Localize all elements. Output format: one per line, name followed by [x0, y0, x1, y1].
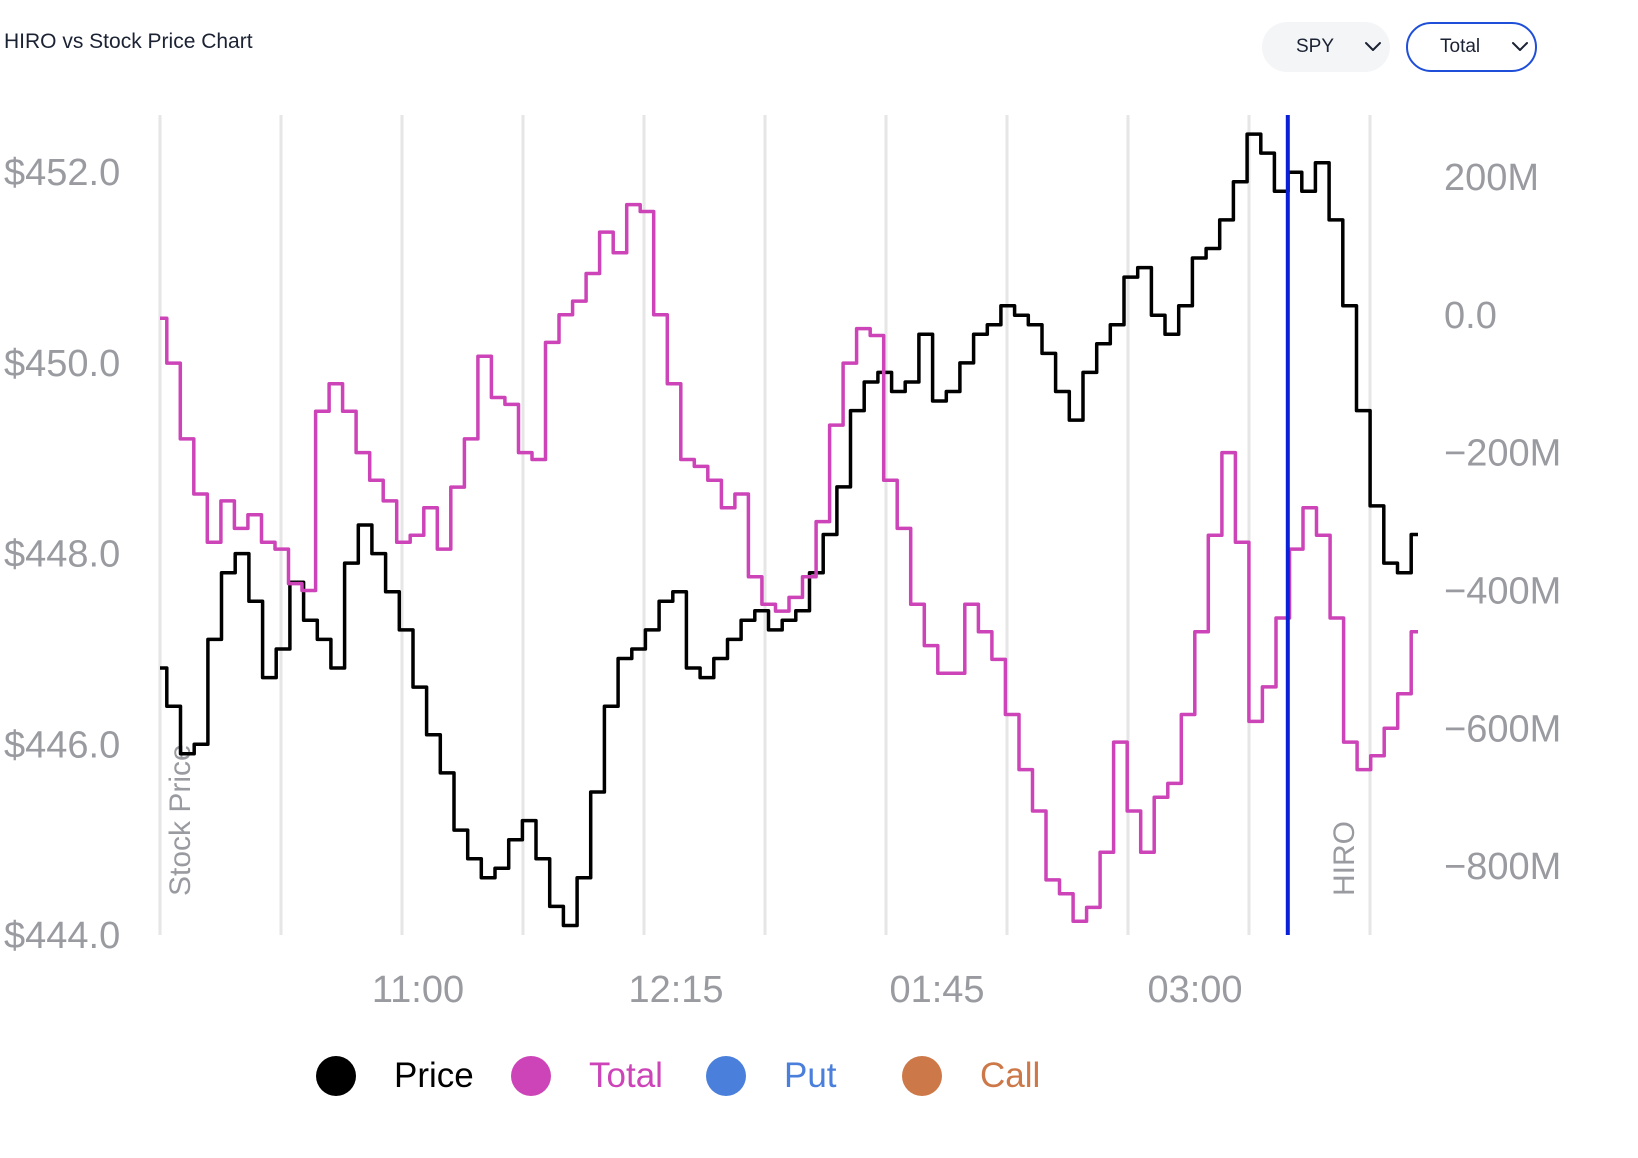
legend: Price Total Put Call	[0, 1046, 1638, 1106]
legend-label: Price	[394, 1056, 474, 1095]
right-axis-title: HIRO	[1328, 821, 1361, 896]
hiro-price-chart: $452.0 $450.0 $448.0 $446.0 $444.0 200M 0.0 −2…	[4, 115, 1561, 1011]
legend-item-call[interactable]: Call	[902, 1046, 1040, 1106]
hiro-type-select[interactable]: Total	[1406, 22, 1537, 72]
left-tick-label: $444.0	[4, 915, 120, 957]
ticker-select-value: SPY	[1296, 36, 1335, 57]
legend-item-total[interactable]: Total	[511, 1046, 663, 1106]
right-axis-ticks: 200M 0.0 −200M −400M −600M −800M	[1444, 157, 1561, 888]
right-tick-label: −600M	[1444, 708, 1561, 750]
x-tick-label: 01:45	[889, 969, 984, 1011]
x-tick-label: 12:15	[628, 969, 723, 1011]
legend-label: Put	[784, 1056, 837, 1095]
vertical-grid	[158, 115, 1372, 935]
x-axis-ticks: 11:00 12:15 01:45 03:00	[372, 969, 1243, 1011]
legend-item-put[interactable]: Put	[706, 1046, 837, 1106]
left-axis-ticks: $452.0 $450.0 $448.0 $446.0 $444.0	[4, 152, 120, 957]
x-tick-label: 11:00	[372, 969, 464, 1011]
left-tick-label: $446.0	[4, 724, 120, 766]
series-line-total	[160, 202, 1418, 923]
series-lines	[160, 132, 1418, 928]
left-tick-label: $448.0	[4, 534, 120, 576]
left-tick-label: $450.0	[4, 343, 120, 385]
legend-label: Total	[589, 1056, 663, 1095]
legend-dot	[316, 1056, 356, 1096]
ticker-select[interactable]: SPY	[1262, 22, 1390, 72]
legend-item-price[interactable]: Price	[316, 1046, 474, 1106]
left-axis-title: Stock Price	[164, 744, 197, 896]
legend-dot	[511, 1056, 551, 1096]
right-tick-label: −200M	[1444, 433, 1561, 475]
legend-dot	[902, 1056, 942, 1096]
x-tick-label: 03:00	[1147, 969, 1242, 1011]
legend-dot	[706, 1056, 746, 1096]
left-tick-label: $452.0	[4, 152, 120, 194]
right-tick-label: 0.0	[1444, 295, 1497, 337]
hiro-type-select-value: Total	[1440, 36, 1481, 57]
legend-label: Call	[980, 1056, 1041, 1095]
chart-title: HIRO vs Stock Price Chart	[4, 30, 253, 53]
right-tick-label: 200M	[1444, 157, 1539, 199]
chevron-down-icon	[1360, 34, 1386, 60]
right-tick-label: −800M	[1444, 846, 1561, 888]
series-line-price	[160, 132, 1418, 928]
right-tick-label: −400M	[1444, 570, 1561, 612]
chevron-down-icon	[1507, 34, 1533, 60]
